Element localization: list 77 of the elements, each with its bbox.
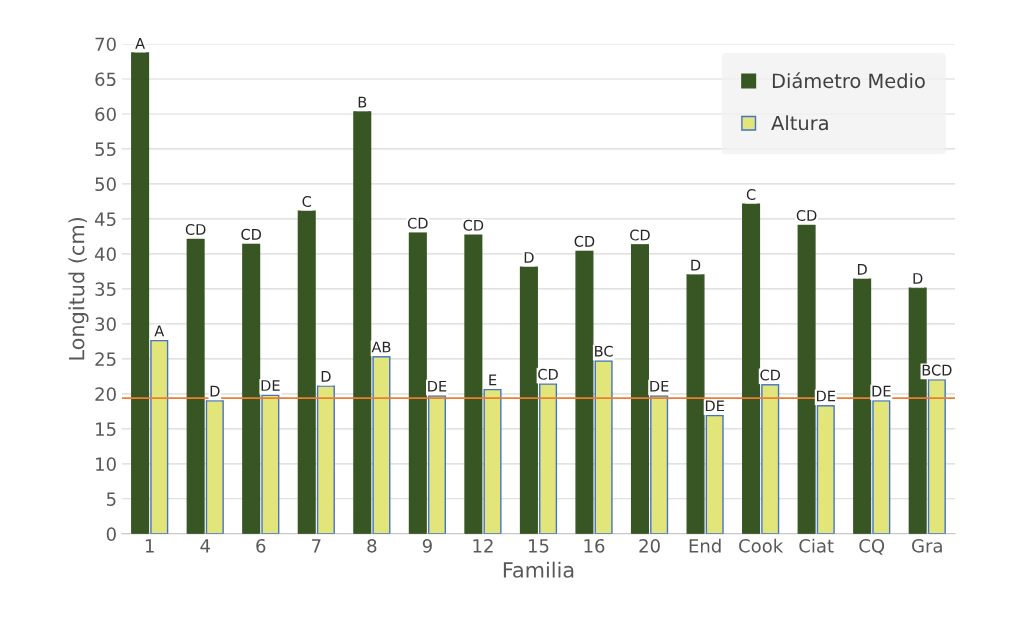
data-label: DE xyxy=(872,385,891,397)
bar xyxy=(483,388,502,534)
bar xyxy=(150,339,169,534)
data-label: DE xyxy=(650,380,669,392)
bar xyxy=(297,210,316,534)
bar xyxy=(575,250,594,534)
x-tick-label: 15 xyxy=(528,539,549,553)
data-label: AB xyxy=(371,341,391,353)
y-tick-label: 20 xyxy=(95,387,116,401)
y-tick-label: 25 xyxy=(95,352,116,366)
data-label: CD xyxy=(407,217,428,229)
data-label: E xyxy=(489,374,497,386)
y-tick-label: 70 xyxy=(95,37,116,52)
legend-label: Altura xyxy=(771,115,828,131)
x-tick-label: CQ xyxy=(859,538,885,555)
y-tick-label: 35 xyxy=(95,282,116,296)
data-label: CD xyxy=(463,219,484,231)
data-label: A xyxy=(154,325,165,337)
bar xyxy=(705,414,724,534)
data-label: DE xyxy=(816,390,836,402)
x-tick-label: End xyxy=(689,538,721,553)
legend-label: Diámetro Medio xyxy=(772,72,925,89)
x-tick-label: 12 xyxy=(473,538,493,553)
data-label: CD xyxy=(630,229,650,241)
bar xyxy=(630,244,650,534)
data-label: CD xyxy=(185,223,206,235)
data-label: A xyxy=(135,38,145,49)
data-label: BC xyxy=(595,345,613,357)
x-tick-label: 8 xyxy=(367,538,377,553)
data-label: DE xyxy=(261,380,280,391)
bar xyxy=(742,203,761,534)
y-tick-label: 60 xyxy=(95,107,116,122)
y-tick-label: 0 xyxy=(106,527,116,541)
data-label: DE xyxy=(705,400,724,412)
data-label: CD xyxy=(241,228,262,240)
y-tick-label: 5 xyxy=(106,492,116,506)
bar xyxy=(686,274,705,534)
x-tick-label: Gra xyxy=(912,538,942,553)
y-tick-label: 30 xyxy=(95,317,116,331)
x-tick-label: 1 xyxy=(145,539,154,553)
y-tick-label: 10 xyxy=(96,457,116,471)
bar xyxy=(853,278,872,534)
data-label: D xyxy=(913,273,923,284)
data-label: D xyxy=(321,371,331,382)
data-label: BCD xyxy=(922,364,952,376)
data-label: D xyxy=(524,252,534,263)
y-tick-label: 15 xyxy=(96,422,116,436)
y-tick-label: 65 xyxy=(95,72,116,87)
data-label: C xyxy=(302,195,312,207)
x-tick-label: 4 xyxy=(200,539,210,553)
data-label: D xyxy=(210,385,220,397)
y-tick-label: 55 xyxy=(95,142,116,157)
x-tick-label: 20 xyxy=(639,538,660,553)
x-tick-label: 6 xyxy=(256,538,266,553)
data-label: CD xyxy=(538,368,558,380)
data-label: B xyxy=(358,96,367,108)
bar xyxy=(186,238,205,534)
y-tick-label: 50 xyxy=(95,177,116,192)
y-tick-label: 40 xyxy=(94,247,116,262)
x-axis-title: Familia xyxy=(503,561,574,578)
data-label: DE xyxy=(428,380,447,392)
y-axis-title: Longitud (cm) xyxy=(68,217,89,360)
data-label: D xyxy=(857,264,867,275)
data-label: CD xyxy=(760,369,781,381)
x-tick-label: 9 xyxy=(422,538,432,553)
bar xyxy=(242,243,261,534)
bar xyxy=(353,111,372,534)
bar xyxy=(316,385,335,534)
data-label: C xyxy=(746,188,756,200)
x-tick-label: 16 xyxy=(584,538,605,553)
x-tick-label: 7 xyxy=(312,539,321,553)
x-tick-label: Cook xyxy=(739,538,784,553)
x-tick-label: Ciat xyxy=(799,538,834,553)
data-label: CD xyxy=(574,235,595,247)
data-label: CD xyxy=(796,209,817,221)
data-label: D xyxy=(691,259,701,271)
y-tick-label: 45 xyxy=(94,212,116,227)
